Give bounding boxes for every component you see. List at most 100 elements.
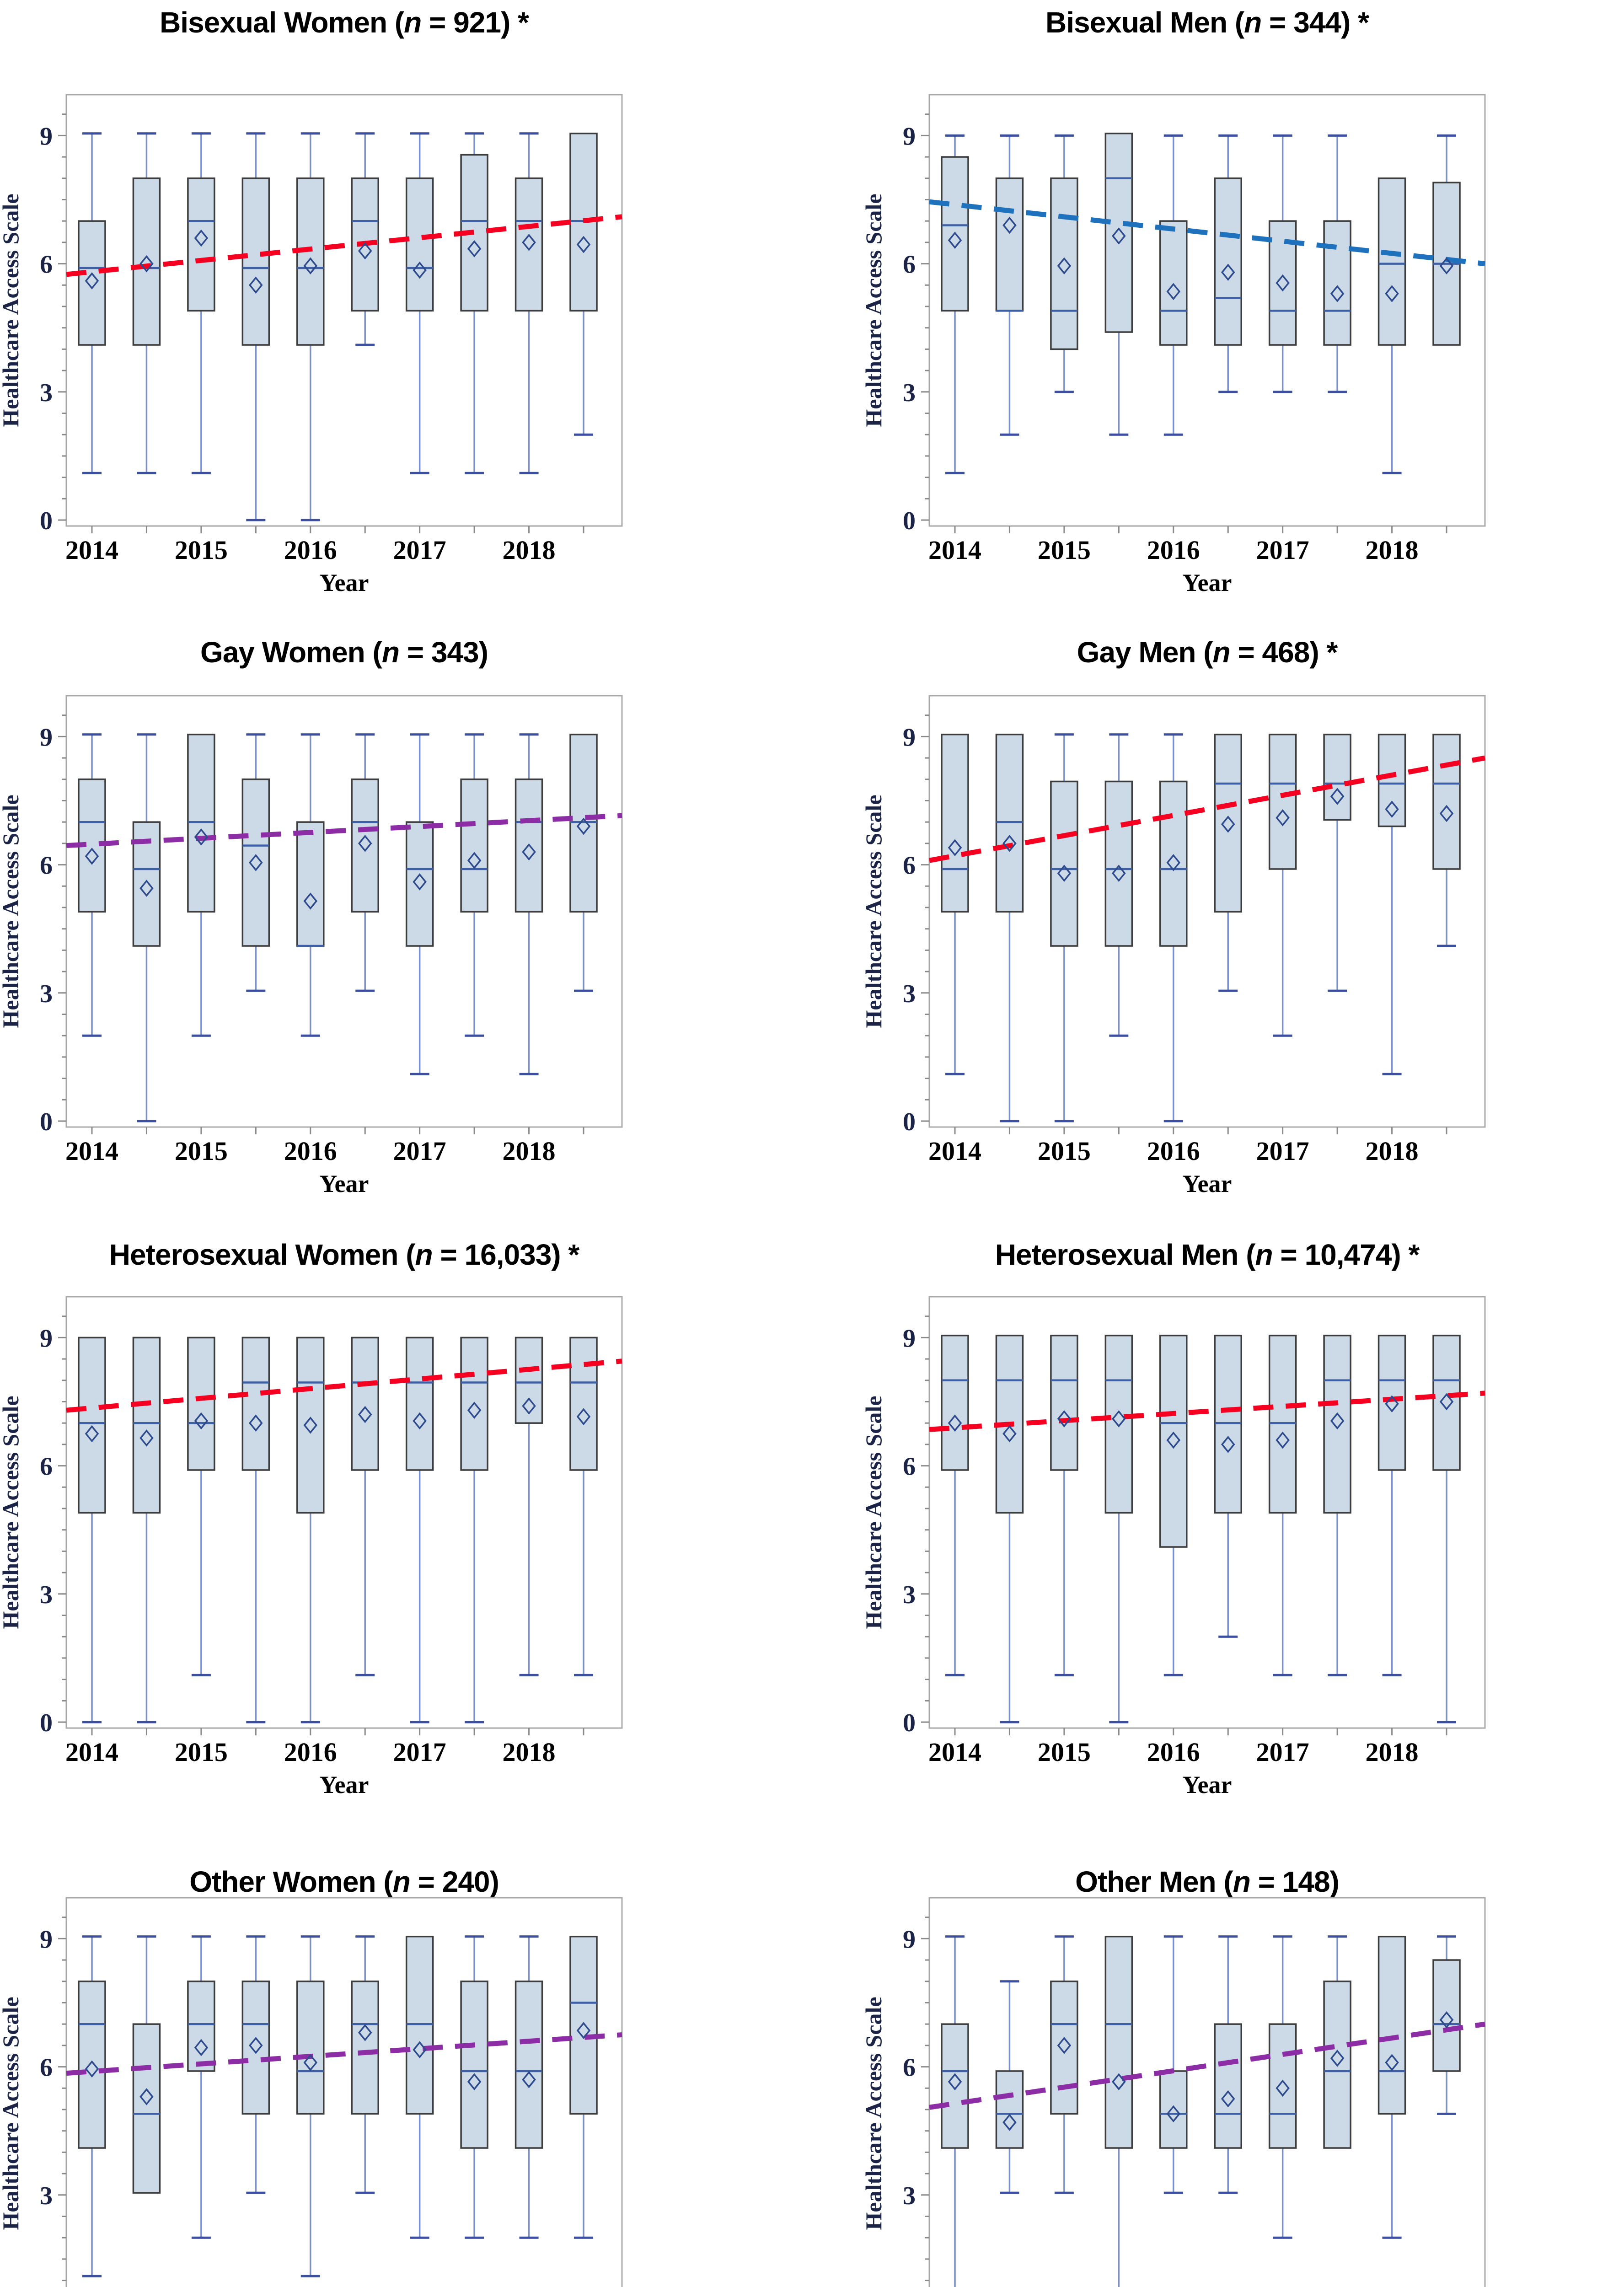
- mean-diamond: [1385, 1395, 1399, 1412]
- box-iqr: [241, 177, 270, 346]
- mean-diamond: [303, 257, 318, 275]
- y-tick-label: 6: [903, 1453, 916, 1481]
- box-iqr: [405, 1935, 434, 2115]
- box-iqr: [515, 177, 543, 312]
- x-axis-title: Year: [320, 1170, 369, 1197]
- plot-border: [65, 94, 623, 527]
- box-iqr: [1432, 733, 1461, 870]
- mean-diamond: [303, 1417, 318, 1434]
- box-iqr: [1214, 2023, 1242, 2149]
- box-iqr: [351, 1337, 379, 1471]
- mean-diamond: [522, 843, 536, 861]
- x-tick-label-year: 2016: [284, 535, 337, 565]
- mean-diamond: [522, 234, 536, 251]
- box-iqr: [1159, 2070, 1188, 2149]
- mean-diamond: [948, 839, 962, 857]
- mean-diamond: [194, 828, 209, 846]
- x-tick-label-year: 2017: [393, 1136, 446, 1166]
- mean-diamond: [139, 255, 154, 273]
- mean-diamond: [358, 835, 372, 852]
- chart-title-n-symbol: n: [1212, 636, 1231, 669]
- box-iqr: [1377, 177, 1406, 346]
- x-tick-label-year: 2018: [503, 1136, 556, 1166]
- box-iqr: [1159, 1334, 1188, 1548]
- box-iqr: [515, 1981, 543, 2149]
- chart-title-n-symbol: n: [1233, 1865, 1251, 1898]
- mean-diamond: [358, 2024, 372, 2041]
- box-iqr: [132, 2023, 161, 2194]
- plot-border: [65, 1897, 623, 2287]
- mean-diamond: [249, 276, 263, 294]
- mean-diamond: [1221, 816, 1235, 833]
- mean-diamond: [303, 2054, 318, 2072]
- x-tick-label-year: 2015: [175, 1136, 228, 1166]
- x-tick-label-year: 2017: [1256, 1136, 1309, 1166]
- box-iqr: [405, 821, 434, 947]
- x-tick-label-year: 2014: [928, 1737, 981, 1767]
- y-axis-title: Healthcare Access Scale: [861, 795, 886, 1028]
- plot-border: [928, 695, 1486, 1128]
- box-iqr: [1050, 780, 1078, 947]
- y-tick-label: 6: [903, 2054, 916, 2082]
- chart-title-text: Gay Men (: [1077, 636, 1213, 669]
- box-iqr: [1432, 1959, 1461, 2072]
- chart-panel-bisexual-women: Bisexual Women (n = 921) * 0 3 6 9 2014 2015 2…: [0, 0, 812, 601]
- mean-diamond: [1166, 283, 1181, 301]
- box-iqr: [241, 778, 270, 947]
- plot-border: [928, 1296, 1486, 1729]
- plot-border: [928, 1897, 1486, 2287]
- y-tick-label: 9: [40, 122, 53, 150]
- box-iqr: [941, 2023, 969, 2149]
- mean-diamond: [467, 2073, 482, 2091]
- y-tick-label: 6: [903, 852, 916, 880]
- x-tick-label-year: 2016: [284, 1737, 337, 1767]
- mean-diamond: [1112, 1410, 1126, 1428]
- mean-diamond: [1221, 263, 1235, 281]
- y-tick-label: 3: [903, 980, 916, 1008]
- mean-diamond: [1112, 227, 1126, 245]
- mean-diamond: [413, 2041, 427, 2059]
- x-axis-title: Year: [1183, 1170, 1232, 1197]
- mean-diamond: [1057, 257, 1072, 275]
- box-iqr: [187, 733, 215, 913]
- box-iqr: [1104, 780, 1133, 947]
- box-iqr: [78, 220, 106, 346]
- chart-title-text: Gay Women (: [200, 636, 382, 669]
- trend-line-red: [929, 755, 1485, 863]
- mean-diamond: [1439, 1393, 1454, 1411]
- x-tick-label-year: 2017: [1256, 535, 1309, 565]
- box-iqr: [241, 1337, 270, 1471]
- mean-diamond: [576, 817, 591, 835]
- y-tick-label: 9: [903, 1925, 916, 1954]
- mean-diamond: [1276, 274, 1290, 292]
- x-tick-label-year: 2015: [1038, 535, 1091, 565]
- chart-title: Bisexual Women (n = 921) *: [24, 5, 665, 39]
- chart-title-text: Bisexual Men (: [1045, 6, 1244, 39]
- mean-diamond: [413, 1412, 427, 1430]
- mean-diamond: [358, 242, 372, 260]
- mean-diamond: [1057, 2037, 1072, 2054]
- mean-diamond: [948, 1414, 962, 1432]
- mean-diamond: [1276, 2079, 1290, 2097]
- chart-panel-other-men: Other Men (n = 148) 03692014201520162017…: [812, 1803, 1624, 2287]
- mean-diamond: [303, 892, 318, 910]
- mean-diamond: [576, 1408, 591, 1425]
- y-axis-title: Healthcare Access Scale: [0, 1997, 23, 2230]
- chart-panel-other-women: Other Women (n = 240) 036920142015201620…: [0, 1803, 812, 2287]
- mean-diamond: [194, 1412, 209, 1430]
- chart-title-text: Heterosexual Men (: [995, 1238, 1256, 1271]
- x-tick-label-year: 2018: [1366, 1737, 1419, 1767]
- box-iqr: [1104, 132, 1133, 333]
- box-iqr: [187, 1337, 215, 1471]
- y-tick-label: 9: [40, 723, 53, 752]
- y-tick-label: 6: [903, 251, 916, 279]
- box-iqr: [351, 1981, 379, 2115]
- y-tick-label: 9: [40, 1925, 53, 1954]
- box-iqr: [1050, 1981, 1078, 2115]
- box-iqr: [132, 1337, 161, 1514]
- box-iqr: [1268, 733, 1297, 870]
